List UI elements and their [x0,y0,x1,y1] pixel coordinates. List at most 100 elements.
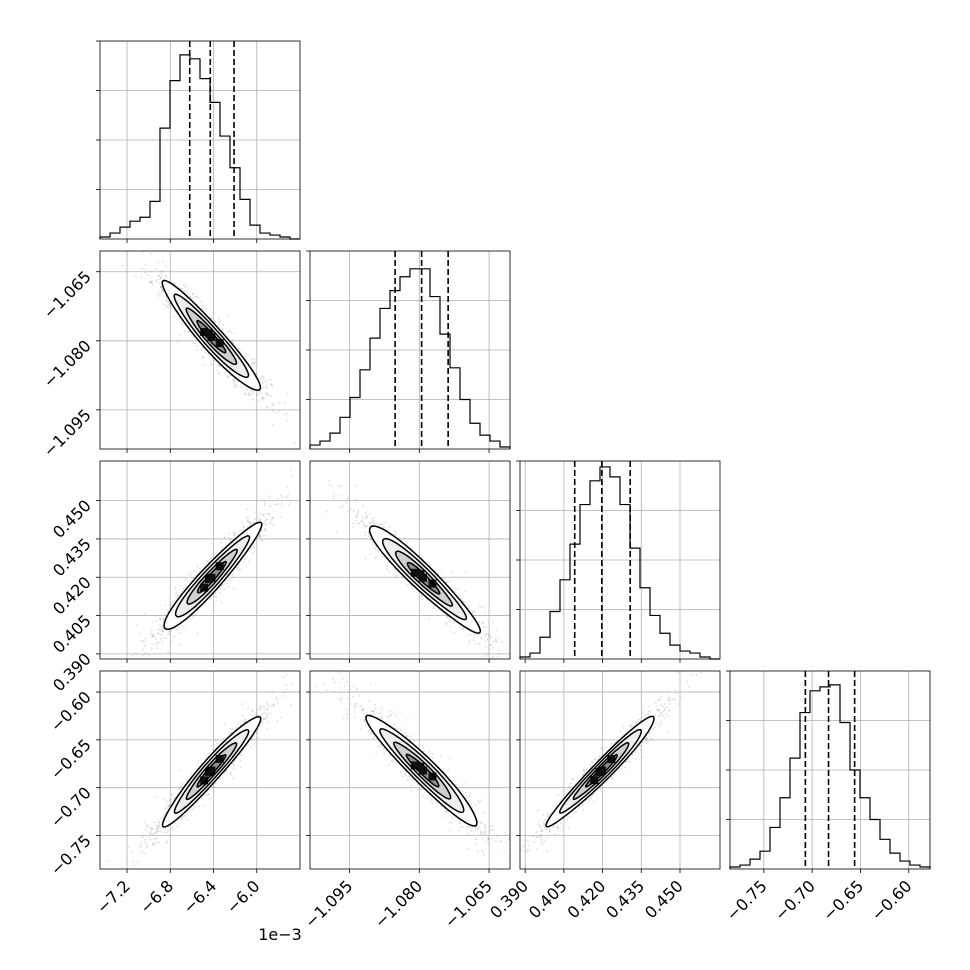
sample-point [164,296,167,299]
sample-point [233,531,235,534]
density-peak [205,329,213,338]
sample-point [167,633,170,635]
sample-point [261,375,264,377]
sample-point [352,522,355,524]
sample-point [159,285,162,288]
sample-point [439,569,441,572]
sample-point [162,618,165,620]
sample-point [449,625,452,628]
sample-point [473,633,476,635]
sample-point [238,563,240,566]
sample-point [262,381,265,384]
sample-point [154,635,156,638]
sample-point [228,532,231,535]
sample-point [484,611,486,614]
sample-point [488,633,490,636]
sample-point [372,516,375,519]
sample-point [486,663,488,665]
sample-point [229,374,232,377]
contour-line [368,525,482,634]
sample-point [453,631,455,634]
sample-point [446,615,449,618]
sample-point [232,380,235,382]
sample-point [160,290,163,293]
sample-point [162,628,165,631]
sample-point [388,526,391,528]
sample-point [236,384,239,387]
sample-point [189,295,192,298]
sample-point [369,522,372,524]
sample-point [185,290,188,293]
sample-point [155,280,158,283]
sample-point [234,382,237,385]
sample-point [234,384,236,387]
sample-point [233,378,236,381]
sample-point [501,641,504,644]
x-tick-label: −0.65 [819,876,867,924]
sample-point [259,391,262,394]
sample-point [117,687,119,689]
sample-point [258,536,261,538]
sample-point [340,485,343,487]
sample-point [205,308,208,310]
sample-point [211,363,214,366]
sample-point [131,654,134,657]
sample-point [176,628,179,631]
sample-point [329,484,332,487]
sample-point [155,643,158,646]
sample-point [171,281,174,284]
sample-point [397,574,400,576]
sample-point [346,510,349,513]
panel-content [107,671,300,867]
sample-point [362,516,365,519]
sample-point [269,522,271,525]
sample-point [214,595,216,598]
sample-point [196,566,199,568]
sample-point [269,505,272,507]
sample-point [219,591,221,594]
sample-point [394,576,397,578]
panel-frame [99,460,301,660]
sample-point [258,533,261,536]
sample-point [426,599,429,602]
sample-point [159,270,161,273]
sample-point [229,539,232,542]
sample-point [259,378,262,380]
contour-line [196,319,227,354]
sample-point [252,362,255,364]
sample-point [428,618,431,620]
sample-point [488,648,490,651]
sample-point [382,523,384,526]
sample-point [173,315,176,318]
sample-point [164,665,166,667]
sample-point [165,299,168,301]
contour-line [186,548,238,605]
sample-point [149,270,152,273]
sample-point [159,619,162,622]
sample-point [227,578,230,581]
density-peak [205,575,213,583]
sample-point [480,636,483,639]
sample-point [237,566,240,569]
sample-point [150,281,153,284]
sample-point [251,392,254,395]
sample-point [473,639,476,642]
sample-point [485,655,487,657]
sample-point [261,535,264,537]
sample-point [260,539,262,542]
sample-point [161,634,163,636]
sample-point [230,538,232,540]
sample-point [262,513,265,516]
sample-point [371,541,374,544]
sample-point [208,354,211,356]
sample-point [261,396,264,399]
sample-point [201,349,203,352]
sample-point [151,636,154,639]
sample-point [207,560,210,563]
sample-point [249,389,252,392]
sample-point [270,519,273,522]
sample-point [250,521,253,524]
sample-point [267,513,270,516]
density-peak [410,568,419,577]
sample-point [161,627,164,630]
